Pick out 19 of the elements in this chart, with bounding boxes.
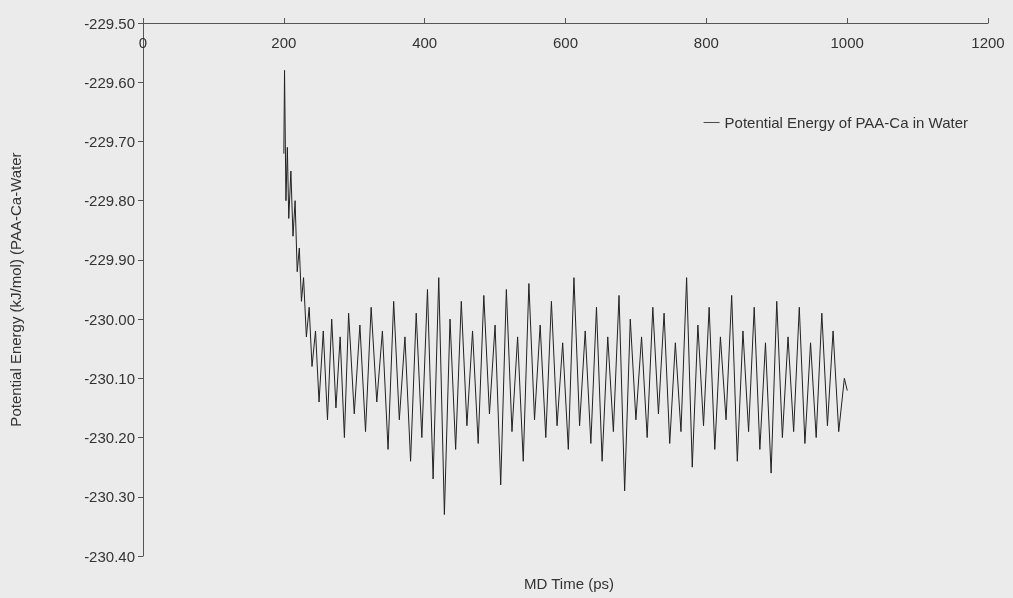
x-tick-label: 400 <box>412 34 438 51</box>
x-tick-label: 200 <box>271 34 297 51</box>
y-tick-label: -230.00 <box>84 310 135 328</box>
y-tick-label: -230.30 <box>84 488 135 506</box>
x-tick-label: 600 <box>552 34 579 51</box>
y-tick-label: -229.60 <box>84 73 135 91</box>
y-tick-label: -229.50 <box>84 14 135 32</box>
y-tick-label: -229.70 <box>84 132 135 150</box>
y-tick-label: -229.80 <box>84 192 135 210</box>
y-axis-title: Potential Energy (kJ/mol) (PAA-Ca-Water <box>7 152 24 427</box>
y-tick-label: -230.40 <box>84 547 135 565</box>
x-tick-label: 1000 <box>830 34 864 51</box>
y-tick-label: -230.10 <box>84 369 135 387</box>
legend-label: Potential Energy of PAA-Ca in Water <box>724 114 969 131</box>
y-tick-label: -229.90 <box>84 251 135 269</box>
y-tick-label: -230.20 <box>84 429 135 447</box>
x-tick-label: 1200 <box>971 34 1005 51</box>
x-tick-label: 800 <box>693 34 719 51</box>
x-axis-title: MD Time (ps) <box>524 575 614 592</box>
